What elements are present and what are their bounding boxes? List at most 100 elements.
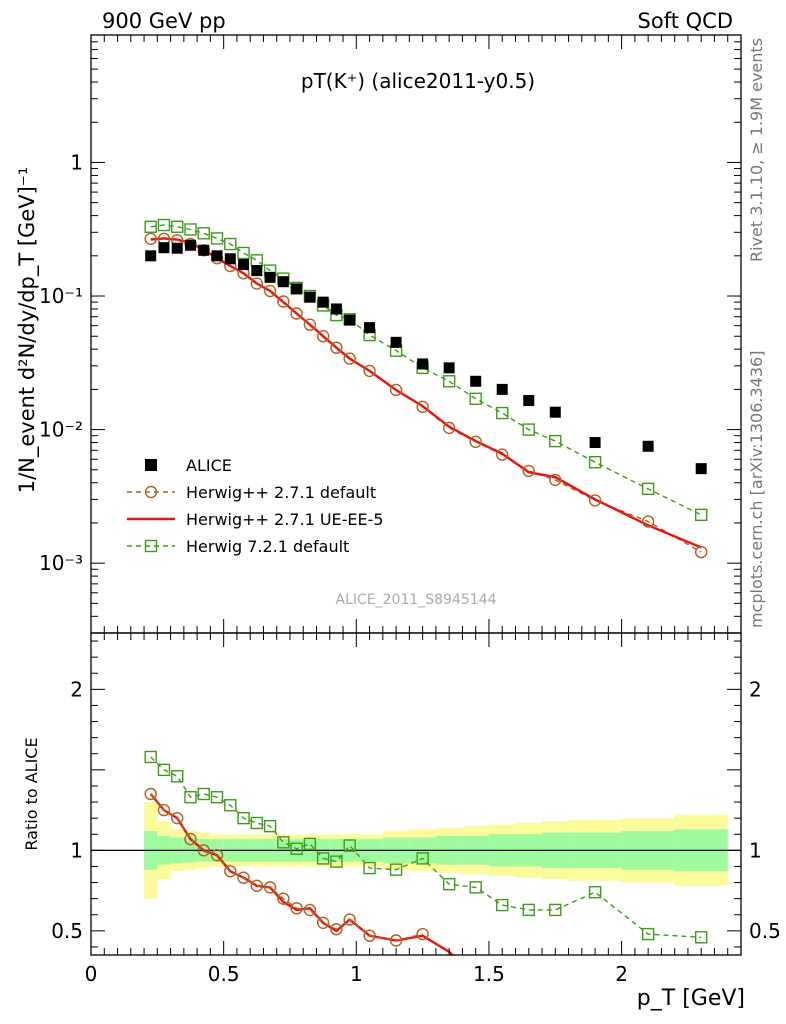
herwig7-marker [157, 218, 171, 232]
herwig-pp-default-marker [184, 832, 197, 846]
legend-label: Herwig++ 2.7.1 default [186, 483, 376, 502]
alice-marker [695, 463, 707, 475]
legend-alice-marker [145, 459, 157, 471]
x-tick-label: 0 [85, 962, 98, 986]
ratio-panel: 0 0.5 1 1.5 20.5 0.51 12 2 Ratio to ALICE p_T [… [22, 632, 781, 1011]
herwig7-marker [343, 839, 356, 852]
herwig7-marker [588, 886, 602, 899]
header-left: 900 GeV pp [102, 9, 226, 33]
herwig7-marker [250, 816, 264, 830]
herwig7-marker [316, 852, 330, 865]
alice-marker [251, 265, 263, 277]
legend-label: Herwig 7.2.1 default [186, 537, 349, 556]
ratio-herwig7-line [150, 756, 702, 938]
herwig-pp-default-marker [277, 295, 290, 308]
herwig7-marker [549, 903, 562, 917]
herwig7-marker [522, 903, 535, 917]
alice-marker [330, 303, 342, 315]
alice-marker [264, 271, 276, 283]
x-axis-label: p_T [GeV] [637, 986, 745, 1011]
ratio-tick-label: 0.5 [51, 919, 83, 943]
herwig7-marker [496, 898, 509, 912]
herwig-pp-default-marker [224, 865, 237, 878]
ratio-axis-ticks: 0 0.5 1 1.5 20.5 0.51 12 2 [51, 640, 781, 986]
herwig7-marker [197, 227, 210, 240]
herwig7-marker [237, 811, 250, 825]
ratio-tick-label: 0.5 [749, 919, 781, 943]
x-tick-label: 0.5 [208, 962, 240, 986]
herwig7-marker [641, 482, 655, 496]
herwig-pp-default-marker [144, 232, 157, 246]
herwig7-marker [197, 787, 210, 801]
alice-marker [642, 440, 654, 452]
herwig7-marker [157, 763, 171, 777]
x-tick-label: 2 [615, 962, 628, 986]
herwig-pp-default-marker [290, 902, 303, 915]
herwig-pp-default-marker [171, 811, 184, 825]
chart-title: pT(K⁺) (alice2011-y0.5) [301, 69, 535, 93]
herwig-pp-default-marker [330, 341, 343, 354]
alice-marker [443, 362, 455, 374]
ratio-herwig-pp-default-line [150, 793, 423, 942]
main-axis-ticks: 10⁻³ 10⁻² 10⁻¹ 1 [39, 34, 742, 647]
herwig-pp-default-marker [157, 803, 171, 817]
alice-marker [364, 322, 376, 334]
herwig7-marker [549, 434, 562, 448]
herwig-pp-default-marker [416, 400, 429, 414]
herwig-pp-default-marker [237, 871, 250, 884]
alice-marker [291, 283, 303, 295]
herwig7-marker [389, 863, 403, 876]
y-axis-label: 1/N_event d²N/dy/dp_T [GeV]⁻¹ [15, 167, 40, 494]
analysis-label: ALICE_2011_S8945144 [336, 592, 497, 608]
y-tick-label: 10⁻² [39, 418, 83, 442]
main-plot-area [144, 218, 708, 559]
legend-label: Herwig++ 2.7.1 UE-EE-5 [186, 510, 384, 529]
herwig7-marker [144, 750, 157, 764]
main-panel: 10⁻³ 10⁻² 10⁻¹ 1 pT(K⁺) (alice2011-y0.5) AL… [15, 34, 742, 647]
herwig7-marker [224, 799, 237, 812]
alice-marker [198, 244, 210, 256]
ratio-plot-area [91, 750, 741, 955]
herwig-pp-default-marker [263, 881, 277, 894]
herwig-pp-default-marker [588, 494, 602, 507]
herwig-pp-default-marker [263, 284, 277, 298]
herwig7-marker [210, 232, 224, 245]
ratio-herwig-pp-ue-line [149, 793, 454, 955]
herwig-pp-default-marker [303, 903, 317, 917]
alice-marker [344, 314, 356, 326]
alice-marker [523, 395, 535, 407]
herwig7-marker [588, 455, 602, 469]
herwig7-marker [144, 220, 157, 233]
herwig7-marker [171, 220, 184, 233]
herwig-pp-default-marker [442, 421, 456, 435]
herwig7-marker [277, 836, 290, 849]
herwig-pp-default-marker [277, 892, 290, 905]
herwig-pp-default-marker [210, 848, 224, 862]
herwig7-marker [303, 837, 317, 851]
alice-marker [589, 437, 601, 449]
herwig-pp-default-marker [197, 844, 210, 857]
herwig-pp-default-marker [250, 277, 264, 290]
herwig-pp-default-marker [522, 464, 535, 478]
x-tick-label: 1.5 [473, 962, 505, 986]
herwig-pp-default-marker [389, 383, 403, 397]
herwig7-marker [290, 842, 303, 855]
alice-marker [158, 242, 170, 254]
ratio-tick-label: 2 [749, 677, 762, 701]
legend-herwig-pp-default-marker [144, 485, 158, 499]
herwig-pp-default-marker [316, 916, 330, 929]
herwig-pp-default-marker [389, 934, 403, 947]
side-label-top: Rivet 3.1.10, ≥ 1.9M events [747, 38, 766, 262]
alice-marker [145, 250, 157, 262]
herwig7-marker [250, 254, 264, 267]
herwig7-marker [184, 791, 197, 804]
herwig7-marker [522, 423, 535, 436]
herwig7-marker [695, 508, 708, 522]
ratio-y-axis-label: Ratio to ALICE [22, 737, 41, 850]
herwig-pp-default-marker [290, 307, 303, 320]
herwig7-marker [496, 406, 509, 420]
herwig7-marker [237, 246, 250, 260]
herwig7-marker [171, 770, 184, 783]
alice-marker [317, 296, 329, 308]
